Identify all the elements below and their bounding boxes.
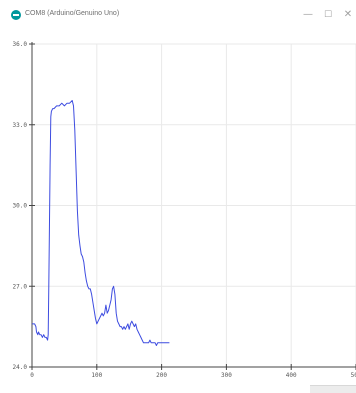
serial-plotter-chart: 24.0 27.0 30.0 33.0 36.0 0 100 200 300 400 500 [13,41,356,379]
arduino-icon [11,10,21,20]
window-title: COM8 (Arduino/Genuino Uno) [25,10,120,17]
status-strip [310,385,356,393]
series-line [32,100,170,346]
x-tick-label: 400 [286,372,297,379]
title-bar: COM8 (Arduino/Genuino Uno) — ☐ ✕ [0,0,356,30]
y-tick-label: 36.0 [13,41,28,48]
y-tick-label: 33.0 [13,122,28,129]
x-tick-label: 300 [221,372,232,379]
y-tick-label: 24.0 [13,364,28,371]
x-tick-label: 0 [30,372,34,379]
y-tick-label: 30.0 [13,203,28,210]
x-tick-label: 200 [156,372,167,379]
x-tick-label: 100 [91,372,102,379]
maximize-button[interactable]: ☐ [323,10,333,20]
x-tick-label: 500 [351,372,356,379]
close-button[interactable]: ✕ [343,9,353,20]
minimize-button[interactable]: — [303,9,313,20]
y-tick-label: 27.0 [13,283,28,290]
